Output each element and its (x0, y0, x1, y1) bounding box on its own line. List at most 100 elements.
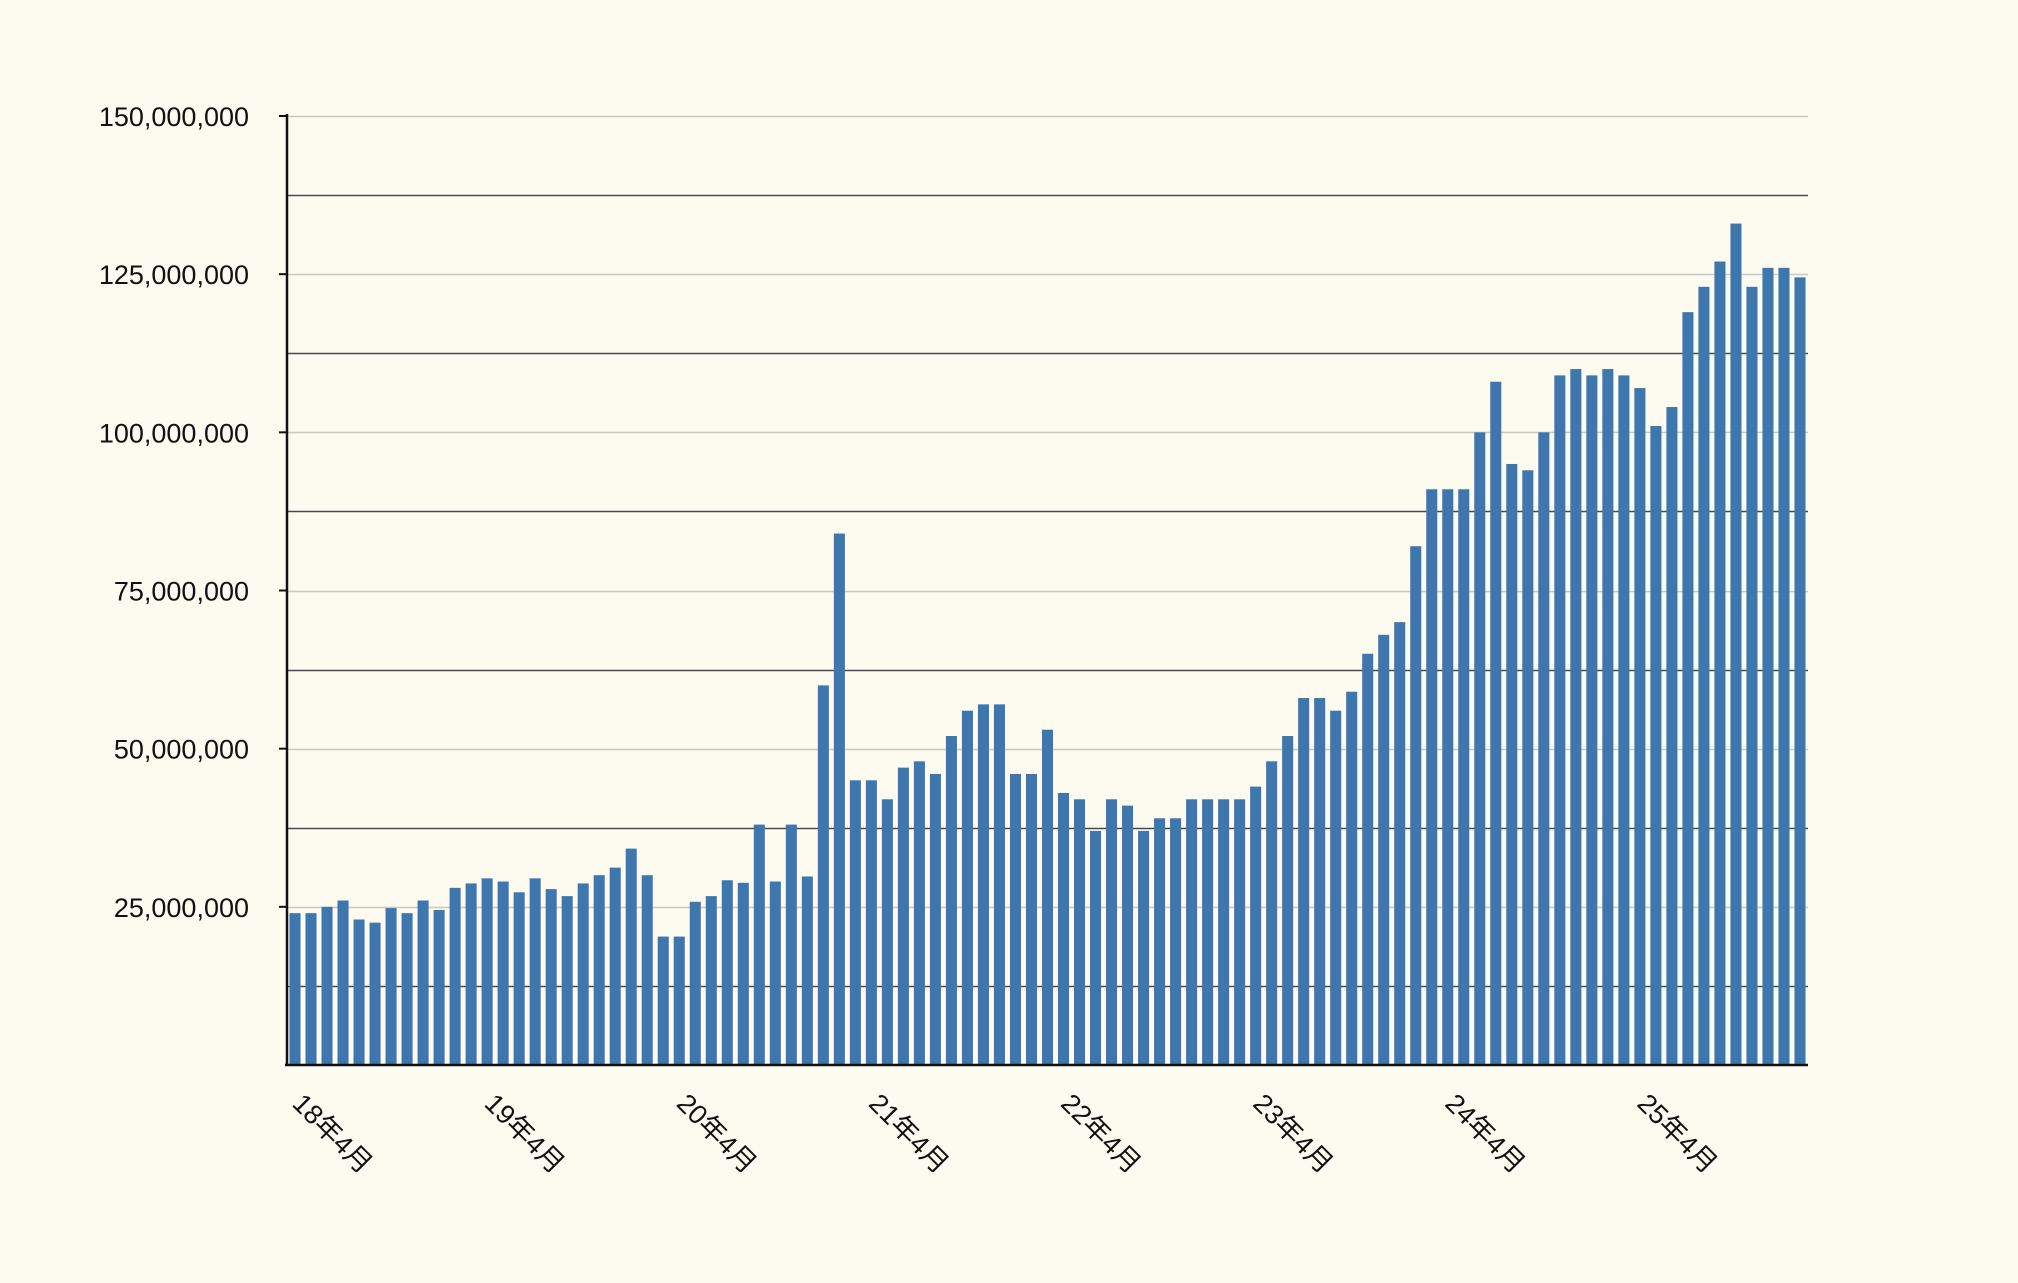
bar (1602, 369, 1614, 1065)
bar (833, 533, 845, 1065)
bar (481, 878, 493, 1065)
bar (577, 883, 589, 1065)
bar (529, 878, 541, 1065)
bar (769, 881, 781, 1065)
bar (1506, 463, 1518, 1066)
bar (1298, 698, 1310, 1065)
bar (1170, 818, 1182, 1065)
bar (1186, 799, 1198, 1065)
bar (1538, 432, 1550, 1066)
bar (593, 875, 605, 1065)
bar (1314, 698, 1326, 1065)
bar (1346, 691, 1358, 1065)
bar (737, 882, 749, 1065)
bar (1378, 634, 1390, 1065)
bar (1106, 799, 1118, 1065)
bar (1570, 369, 1582, 1065)
bar (1586, 375, 1598, 1065)
bar (1522, 470, 1534, 1065)
bar (1666, 407, 1678, 1065)
bar (1778, 267, 1790, 1066)
axes-group (279, 114, 1808, 1067)
bar (689, 901, 701, 1065)
bar (1698, 286, 1710, 1065)
bar (945, 736, 957, 1065)
y-tick-label: 25,000,000 (114, 893, 249, 923)
bar (321, 906, 333, 1065)
bar (1330, 710, 1342, 1065)
bar (657, 936, 669, 1065)
bar (849, 780, 861, 1065)
bar (305, 913, 317, 1065)
bar (977, 704, 989, 1065)
y-axis-tick-labels: 25,000,000 50,000,000 75,000,000 100,000,00… (99, 102, 249, 923)
bar (913, 761, 925, 1065)
bar (1234, 799, 1246, 1065)
bar (753, 824, 765, 1065)
bar (433, 910, 445, 1065)
bar (401, 913, 413, 1065)
bar (1041, 729, 1054, 1065)
bar (337, 900, 349, 1065)
bar (1362, 653, 1374, 1065)
y-tick-label: 150,000,000 (99, 102, 249, 132)
bar (865, 780, 877, 1065)
bar (561, 896, 573, 1065)
bar (1682, 312, 1694, 1065)
bar (385, 908, 397, 1065)
bar (1057, 792, 1070, 1065)
bar (1394, 622, 1406, 1065)
bar (1794, 277, 1806, 1066)
bar (1266, 761, 1278, 1065)
bar (721, 880, 733, 1065)
bar (1009, 773, 1022, 1065)
bar (1746, 286, 1758, 1065)
bar (1250, 786, 1262, 1065)
bar (1474, 432, 1486, 1066)
bar (369, 922, 381, 1065)
bar (1490, 381, 1502, 1066)
y-tick-label: 125,000,000 (99, 260, 249, 290)
bar (1154, 818, 1166, 1065)
bar (785, 824, 797, 1065)
bar (641, 875, 653, 1065)
bar (1202, 799, 1214, 1065)
bar (1218, 799, 1230, 1065)
bar (609, 867, 621, 1065)
bar (673, 936, 685, 1065)
bar (497, 881, 509, 1065)
bar (801, 876, 813, 1065)
bar (1650, 426, 1662, 1065)
bar (1634, 388, 1646, 1065)
bar (1122, 805, 1134, 1065)
bar (513, 892, 525, 1065)
bar (289, 913, 301, 1065)
bar (1442, 489, 1454, 1065)
bar (1138, 830, 1150, 1065)
bar (897, 767, 909, 1065)
bar (1410, 546, 1422, 1065)
y-tick-label: 100,000,000 (99, 418, 249, 448)
bar (1282, 736, 1294, 1065)
y-tick-label: 50,000,000 (114, 735, 249, 765)
bar (1458, 489, 1470, 1065)
bar (1554, 375, 1566, 1065)
bar (929, 773, 941, 1065)
y-tick-label: 75,000,000 (114, 577, 249, 607)
bar (545, 889, 557, 1065)
bar (1074, 799, 1086, 1065)
bar (353, 919, 365, 1065)
bar (1762, 267, 1774, 1066)
bar (1426, 489, 1438, 1065)
bar (449, 887, 461, 1065)
bar (1090, 830, 1102, 1065)
bar (465, 883, 477, 1065)
bar (817, 685, 829, 1065)
bar (1618, 375, 1630, 1065)
bar (417, 900, 429, 1065)
bar (1714, 261, 1726, 1065)
bar (625, 848, 637, 1065)
bar (1730, 223, 1742, 1066)
bar (1025, 773, 1038, 1065)
